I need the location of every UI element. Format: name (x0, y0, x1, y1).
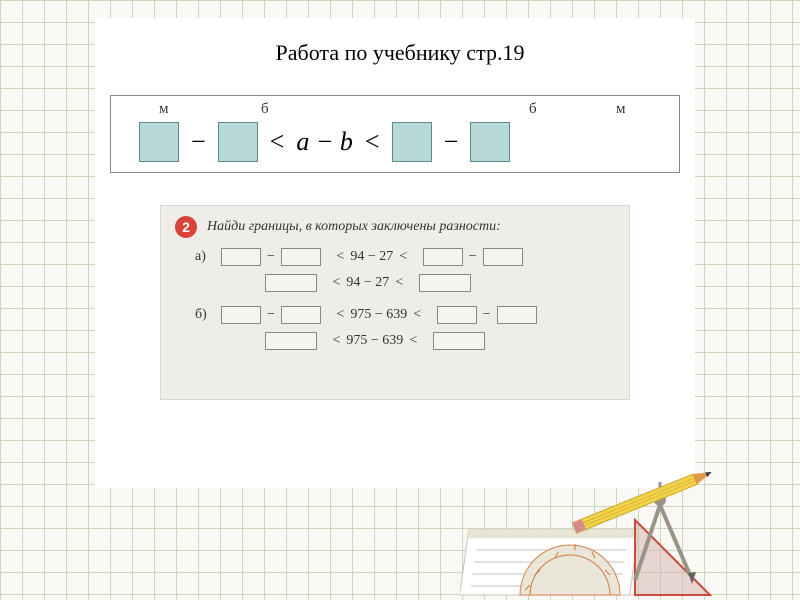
lt-op: < (336, 249, 344, 265)
formula-box: м б б м − < a − b < − (110, 95, 680, 173)
part-label-b: б) (195, 307, 215, 323)
expr-b: 975 − 639 (350, 307, 407, 323)
placeholder-box (218, 122, 258, 162)
formula-row: − < a − b < − (139, 122, 510, 162)
expr-b: 975 − 639 (346, 333, 403, 349)
exercise-header: 2 Найди границы, в которых заключены раз… (175, 216, 615, 238)
expr-a: 94 − 27 (350, 249, 393, 265)
exercise-block: 2 Найди границы, в которых заключены раз… (160, 205, 630, 400)
formula-labels: м б б м (111, 101, 679, 121)
answer-box (483, 248, 523, 266)
stationery-illustration (460, 450, 740, 600)
exercise-line-b2: < 975 − 639 < (265, 332, 615, 350)
minus-op: − (444, 127, 459, 157)
badge-number: 2 (182, 219, 190, 235)
minus-op: − (267, 249, 275, 265)
minus-op: − (191, 127, 206, 157)
placeholder-box (139, 122, 179, 162)
minus-op: − (469, 249, 477, 265)
lt-op: < (399, 249, 407, 265)
answer-box (437, 306, 477, 324)
lt-op: < (336, 307, 344, 323)
label-m1: м (159, 101, 169, 118)
answer-box (265, 274, 317, 292)
lt-op: < (413, 307, 421, 323)
answer-box (423, 248, 463, 266)
pencil-icon (572, 467, 713, 533)
label-b2: б (529, 101, 537, 118)
exercise-line-a2: < 94 − 27 < (265, 274, 615, 292)
placeholder-box (470, 122, 510, 162)
exercise-line-b1: б) − < 975 − 639 < − (195, 306, 615, 324)
label-m2: м (616, 101, 626, 118)
answer-box (497, 306, 537, 324)
lt-op: < (270, 127, 285, 157)
exercise-number-badge: 2 (175, 216, 197, 238)
part-label-a: а) (195, 249, 215, 265)
answer-box (419, 274, 471, 292)
minus-op: − (267, 307, 275, 323)
lt-op: < (409, 333, 417, 349)
answer-box (221, 306, 261, 324)
answer-box (281, 306, 321, 324)
label-b1: б (261, 101, 269, 118)
center-expr: a − b (296, 127, 353, 157)
lt-op: < (365, 127, 380, 157)
lt-op: < (333, 333, 341, 349)
answer-box (265, 332, 317, 350)
lt-op: < (333, 275, 341, 291)
answer-box (433, 332, 485, 350)
answer-box (221, 248, 261, 266)
title-text: Работа по учебнику стр.19 (276, 40, 525, 65)
expr-a: 94 − 27 (346, 275, 389, 291)
exercise-line-a1: а) − < 94 − 27 < − (195, 248, 615, 266)
lt-op: < (395, 275, 403, 291)
answer-box (281, 248, 321, 266)
minus-op: − (483, 307, 491, 323)
placeholder-box (392, 122, 432, 162)
exercise-title: Найди границы, в которых заключены разно… (207, 219, 501, 235)
page-title: Работа по учебнику стр.19 (0, 40, 800, 66)
